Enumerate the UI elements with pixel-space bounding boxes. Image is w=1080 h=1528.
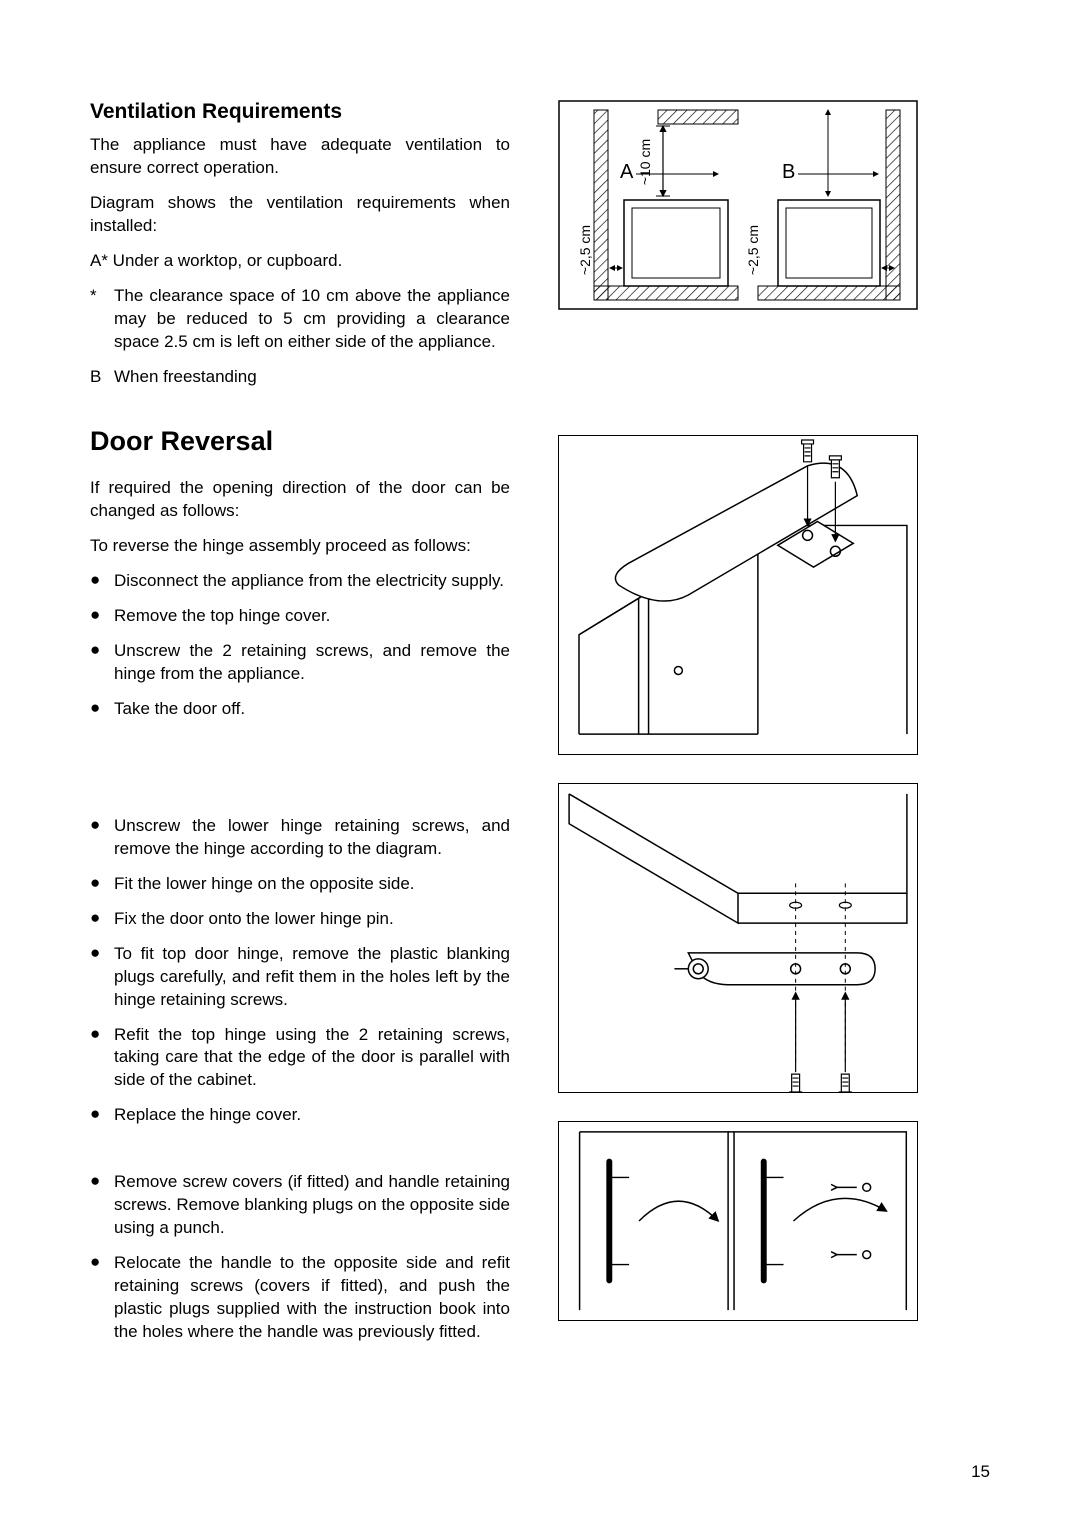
bullet-icon: ● xyxy=(90,640,114,686)
list-item: ●Take the door off. xyxy=(90,698,510,721)
list-text: Remove screw covers (if fitted) and hand… xyxy=(114,1171,510,1240)
list-text: Unscrew the lower hinge retaining screws… xyxy=(114,815,510,861)
handle-diagram xyxy=(558,1121,918,1321)
star-marker: * xyxy=(90,285,114,354)
dim-top: ~10 cm xyxy=(637,139,653,185)
label-b: B xyxy=(782,161,795,183)
spacer xyxy=(90,745,510,815)
ventilation-heading: Ventilation Requirements xyxy=(90,100,510,124)
dim-side-b: ~2,5 cm xyxy=(745,225,761,275)
list-text: Take the door off. xyxy=(114,698,510,721)
spacer xyxy=(558,343,918,407)
ventilation-p1: The appliance must have adequate ventila… xyxy=(90,134,510,180)
bullet-icon: ● xyxy=(90,570,114,593)
bullet-icon: ● xyxy=(90,698,114,721)
door-steps-group-3: ●Remove screw covers (if fitted) and han… xyxy=(90,1171,510,1344)
two-column-layout: Ventilation Requirements The appliance m… xyxy=(90,100,990,1368)
door-p1: If required the opening direction of the… xyxy=(90,477,510,523)
spacer xyxy=(90,1151,510,1171)
ventilation-diagram: ~10 cm ~2,5 cm A ~2,5 cm B xyxy=(558,100,918,315)
list-text: Fix the door onto the lower hinge pin. xyxy=(114,908,510,931)
list-text: Disconnect the appliance from the electr… xyxy=(114,570,510,593)
bullet-icon: ● xyxy=(90,1104,114,1127)
ventilation-star-note: * The clearance space of 10 cm above the… xyxy=(90,285,510,354)
door-p2: To reverse the hinge assembly proceed as… xyxy=(90,535,510,558)
dim-side-a: ~2,5 cm xyxy=(577,225,593,275)
list-item: ●Refit the top hinge using the 2 retaini… xyxy=(90,1024,510,1093)
ventilation-a-line: A* Under a worktop, or cupboard. xyxy=(90,250,510,273)
door-reversal-heading: Door Reversal xyxy=(90,426,510,457)
door-steps-group-2: ●Unscrew the lower hinge retaining screw… xyxy=(90,815,510,1127)
bullet-icon: ● xyxy=(90,908,114,931)
bullet-icon: ● xyxy=(90,1252,114,1344)
label-a: A xyxy=(620,161,634,183)
b-text: When freestanding xyxy=(114,366,510,389)
list-item: ●Fit the lower hinge on the opposite sid… xyxy=(90,873,510,896)
star-text: The clearance space of 10 cm above the a… xyxy=(114,285,510,354)
bottom-hinge-diagram xyxy=(558,783,918,1093)
top-hinge-diagram xyxy=(558,435,918,755)
list-text: To fit top door hinge, remove the plasti… xyxy=(114,943,510,1012)
bullet-icon: ● xyxy=(90,873,114,896)
list-text: Remove the top hinge cover. xyxy=(114,605,510,628)
bullet-icon: ● xyxy=(90,815,114,861)
list-item: ●Remove screw covers (if fitted) and han… xyxy=(90,1171,510,1240)
bullet-icon: ● xyxy=(90,943,114,1012)
list-text: Unscrew the 2 retaining screws, and remo… xyxy=(114,640,510,686)
list-text: Replace the hinge cover. xyxy=(114,1104,510,1127)
ventilation-b-line: B When freestanding xyxy=(90,366,510,389)
b-marker: B xyxy=(90,366,114,389)
diagram-column: ~10 cm ~2,5 cm A ~2,5 cm B xyxy=(558,100,918,1368)
page-number: 15 xyxy=(971,1462,990,1482)
list-item: ●Fix the door onto the lower hinge pin. xyxy=(90,908,510,931)
list-item: ●Unscrew the 2 retaining screws, and rem… xyxy=(90,640,510,686)
manual-page: Ventilation Requirements The appliance m… xyxy=(0,0,1080,1528)
list-text: Fit the lower hinge on the opposite side… xyxy=(114,873,510,896)
list-item: ●Relocate the handle to the opposite sid… xyxy=(90,1252,510,1344)
list-item: ●Replace the hinge cover. xyxy=(90,1104,510,1127)
bullet-icon: ● xyxy=(90,605,114,628)
ventilation-p2: Diagram shows the ventilation requiremen… xyxy=(90,192,510,238)
bullet-icon: ● xyxy=(90,1024,114,1093)
bullet-icon: ● xyxy=(90,1171,114,1240)
list-item: ●To fit top door hinge, remove the plast… xyxy=(90,943,510,1012)
list-item: ●Disconnect the appliance from the elect… xyxy=(90,570,510,593)
list-item: ●Unscrew the lower hinge retaining screw… xyxy=(90,815,510,861)
list-item: ●Remove the top hinge cover. xyxy=(90,605,510,628)
text-column: Ventilation Requirements The appliance m… xyxy=(90,100,510,1368)
list-text: Relocate the handle to the opposite side… xyxy=(114,1252,510,1344)
list-text: Refit the top hinge using the 2 retainin… xyxy=(114,1024,510,1093)
door-steps-group-1: ●Disconnect the appliance from the elect… xyxy=(90,570,510,721)
